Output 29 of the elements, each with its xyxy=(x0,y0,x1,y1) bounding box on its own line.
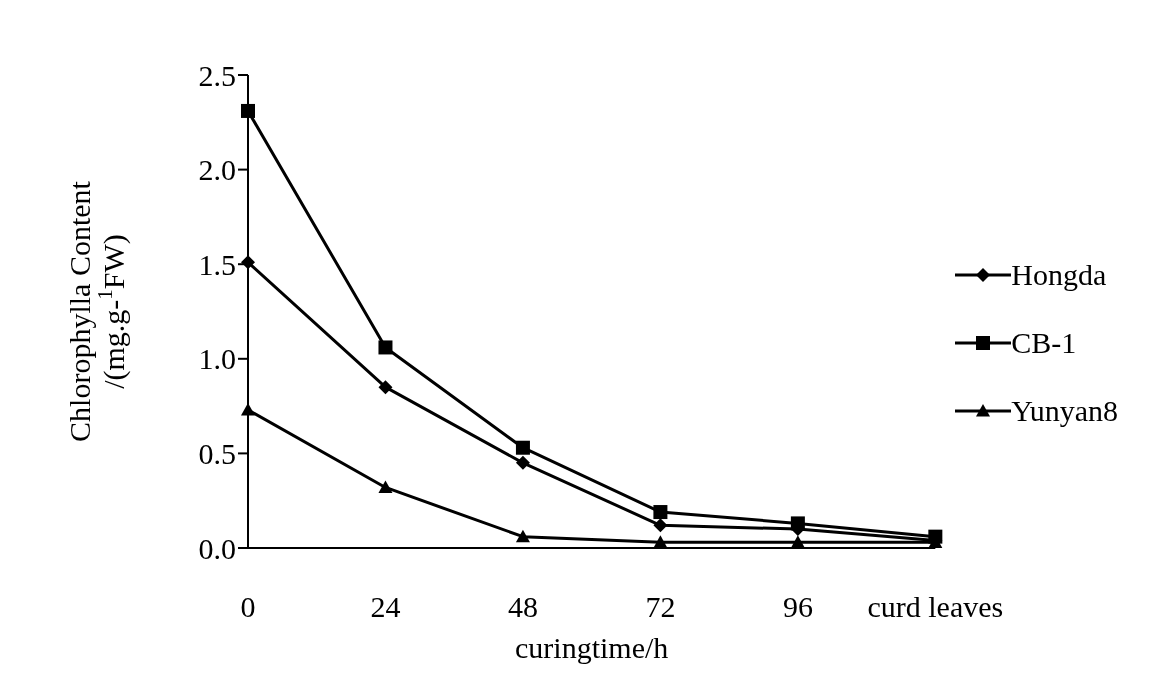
point xyxy=(241,255,255,270)
point xyxy=(653,505,668,520)
x-tick-label: 96 xyxy=(782,590,813,624)
point xyxy=(790,516,805,531)
x-tick-label: 24 xyxy=(370,590,401,624)
point xyxy=(790,535,805,548)
point xyxy=(653,518,668,533)
point xyxy=(378,380,393,395)
point xyxy=(653,535,668,548)
legend-label: CB-1 xyxy=(1011,326,1077,360)
y-tick-label: 2.5 xyxy=(198,58,236,92)
legend-label: Yunyan8 xyxy=(1011,394,1118,428)
point xyxy=(378,340,393,355)
y-tick-label: 0.0 xyxy=(198,531,236,565)
x-axis-title: curingtime/h xyxy=(515,631,669,664)
point xyxy=(515,455,530,470)
x-tick-label: 48 xyxy=(507,590,538,624)
point xyxy=(378,480,393,494)
point xyxy=(241,103,255,118)
y-tick-label: 0.5 xyxy=(198,437,236,471)
y-tick-label: 2.0 xyxy=(198,153,236,187)
x-tick-label: 0 xyxy=(240,590,256,624)
y-tick-label: 1.0 xyxy=(198,342,236,376)
point xyxy=(515,529,530,543)
legend-label: Hongda xyxy=(1011,258,1107,292)
x-tick-label: curd leaves xyxy=(867,590,1004,624)
x-tick-label: 72 xyxy=(645,590,676,624)
y-tick-label: 1.5 xyxy=(198,247,236,281)
point xyxy=(515,440,530,455)
